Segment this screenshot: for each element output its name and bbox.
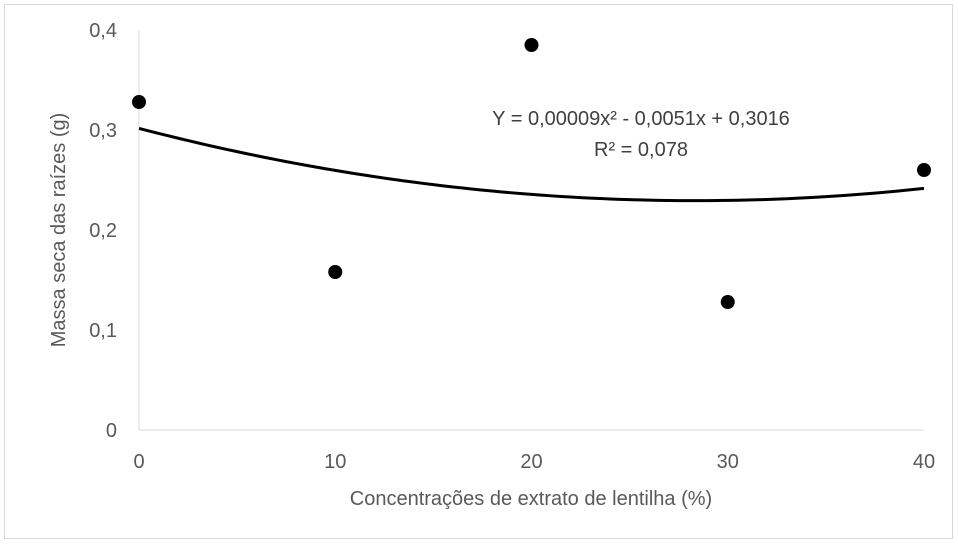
y-tick-label: 0,1 <box>89 320 117 342</box>
y-tick-label: 0,3 <box>89 120 117 142</box>
x-axis-title: Concentrações de extrato de lentilha (%) <box>350 488 712 510</box>
trendline-equation: Y = 0,00009x² - 0,0051x + 0,3016 <box>492 108 790 130</box>
x-tick-label: 30 <box>717 451 739 473</box>
data-point <box>917 163 931 177</box>
y-tick-label: 0,4 <box>89 20 117 42</box>
data-point <box>524 38 539 52</box>
x-tick-label: 40 <box>913 451 935 473</box>
trendline-r-squared: R² = 0,078 <box>594 139 688 161</box>
y-tick-label: 0,2 <box>89 220 117 242</box>
x-tick-label: 10 <box>324 451 346 473</box>
y-tick-label: 0 <box>106 420 117 442</box>
trendline <box>138 126 925 203</box>
y-axis-title: Massa seca das raízes (g) <box>48 113 70 348</box>
data-point <box>132 95 146 109</box>
data-point <box>328 265 343 279</box>
x-tick-label: 20 <box>520 451 542 473</box>
x-tick-label: 0 <box>133 451 144 473</box>
chart-frame <box>4 4 953 539</box>
data-point <box>720 295 735 309</box>
